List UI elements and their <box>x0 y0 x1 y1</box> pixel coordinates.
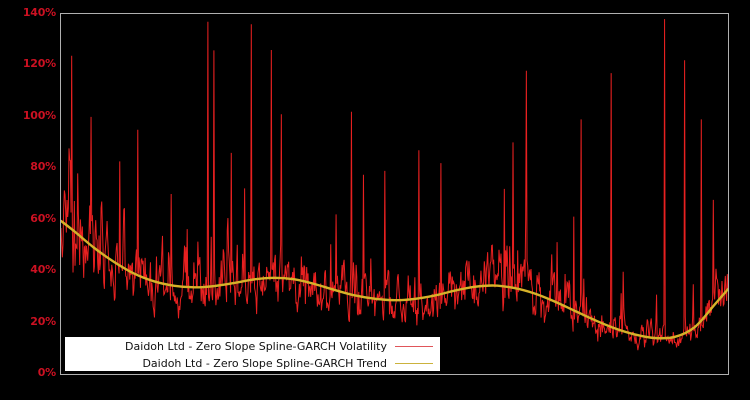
y-tick-label: 100% <box>22 108 56 122</box>
volatility-series-path <box>61 19 728 351</box>
trend-series-path <box>61 219 728 340</box>
y-tick-label: 40% <box>30 263 56 277</box>
y-tick-label: 80% <box>30 160 56 174</box>
plot-area <box>60 13 729 375</box>
y-tick-label: 0% <box>37 366 56 379</box>
y-tick-label: 120% <box>22 57 56 71</box>
legend-entry-trend: Daidoh Ltd - Zero Slope Spline-GARCH Tre… <box>66 355 439 372</box>
trend-series-group <box>61 219 728 340</box>
legend-swatch-trend <box>395 363 433 364</box>
legend-swatch-volatility <box>395 346 433 347</box>
legend-label-trend: Daidoh Ltd - Zero Slope Spline-GARCH Tre… <box>142 357 387 370</box>
volatility-series-group <box>61 19 728 351</box>
y-axis-tick-labels: 0% 20% 40% 60% 80% 100% 120% 140% <box>0 0 56 400</box>
chart-legend: Daidoh Ltd - Zero Slope Spline-GARCH Vol… <box>65 337 440 371</box>
y-tick-label: 20% <box>30 314 56 328</box>
y-tick-label: 60% <box>30 211 56 225</box>
legend-label-volatility: Daidoh Ltd - Zero Slope Spline-GARCH Vol… <box>125 340 387 353</box>
legend-entry-volatility: Daidoh Ltd - Zero Slope Spline-GARCH Vol… <box>66 338 439 355</box>
y-tick-label: 140% <box>22 6 56 19</box>
series-canvas <box>61 19 728 351</box>
